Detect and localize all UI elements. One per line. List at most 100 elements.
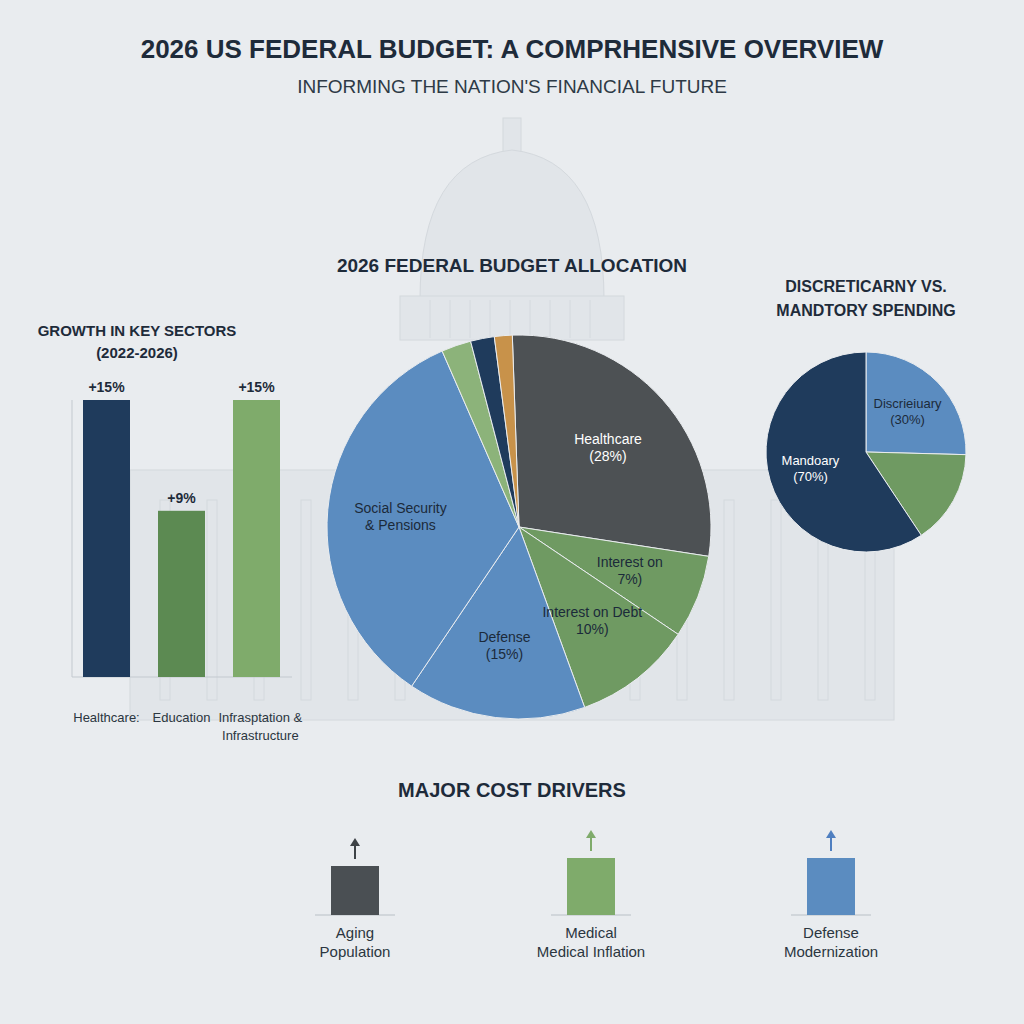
text-line: Mandoary: [782, 453, 840, 468]
page-title: 2026 US FEDERAL BUDGET: A COMPRHENSIVE O…: [141, 34, 884, 64]
text-line: Healthcare: [574, 431, 642, 447]
slices: [327, 335, 711, 719]
capitol-drum-column: [490, 300, 491, 338]
text-line: Healthcare:: [73, 710, 139, 725]
data-label: (28%): [589, 448, 626, 464]
slices: [766, 352, 966, 552]
capitol-drum: [400, 296, 624, 340]
slice-label: Interest on Debt: [542, 604, 642, 620]
capitol-drum-column: [470, 300, 471, 338]
driver-arrow: [830, 836, 832, 851]
pie-slice: [866, 352, 966, 455]
capitol-lantern: [503, 118, 521, 154]
driver-label: Defense Modernization: [784, 924, 878, 960]
data-label: +15%: [88, 379, 125, 395]
infographic: 2026 US FEDERAL BUDGET: A COMPRHENSIVE O…: [0, 0, 1024, 1024]
capitol-drum-column: [590, 300, 591, 338]
slice-label: Interest on: [597, 554, 663, 570]
text-line: (2022-2026): [96, 344, 178, 361]
text-line: Defense: [803, 924, 859, 941]
capitol-drum-column: [450, 300, 451, 338]
bar: [83, 400, 130, 677]
slice-label: Healthcare: [574, 431, 642, 447]
text-line: 10%): [576, 621, 609, 637]
capitol-column: [771, 500, 781, 700]
text-line: MANDTORY SPENDING: [776, 302, 955, 319]
text-line: 2026 FEDERAL BUDGET ALLOCATION: [337, 255, 687, 276]
section-title: MAJOR COST DRIVERS: [398, 779, 626, 801]
text-line: (28%): [589, 448, 626, 464]
y-axis-line: [72, 400, 73, 677]
capitol-column: [301, 500, 311, 700]
chart-title: 2026 FEDERAL BUDGET ALLOCATION: [337, 255, 687, 276]
text-line: Population: [320, 943, 391, 960]
page: 2026 US FEDERAL BUDGET: A COMPRHENSIVE O…: [0, 0, 1024, 1024]
driver-arrow: [354, 844, 356, 859]
data-label: +9%: [167, 490, 196, 506]
text-line: Defense: [478, 629, 530, 645]
text-line: Interest on: [597, 554, 663, 570]
text-line: Interest on Debt: [542, 604, 642, 620]
text-line: DISCRETICARNY VS.: [785, 278, 947, 295]
driver-label: Medical Medical Inflation: [537, 924, 645, 960]
driver-icon: [567, 858, 615, 915]
text-line: +15%: [238, 379, 275, 395]
text-line: +15%: [88, 379, 125, 395]
text-line: GROWTH IN KEY SECTORS: [38, 322, 237, 339]
text-line: Medical: [565, 924, 617, 941]
driver-icon: [807, 858, 855, 915]
bars: [83, 400, 280, 677]
text-line: Infrastructure: [222, 728, 299, 743]
data-label: (70%): [793, 469, 828, 484]
text-line: Infrasptation &: [218, 710, 302, 725]
bar: [158, 511, 205, 677]
chart-title: GROWTH IN KEY SECTORS (2022-2026): [38, 322, 237, 361]
capitol-drum-column: [530, 300, 531, 338]
x-tick-label: Education: [153, 710, 211, 725]
text-line: (30%): [890, 412, 925, 427]
driver-arrow-head: [586, 830, 596, 838]
text-line: (15%): [486, 646, 523, 662]
text-line: (70%): [793, 469, 828, 484]
pie-slice: [494, 335, 519, 527]
text-line: Discrieiuary: [874, 396, 942, 411]
text-line: +9%: [167, 490, 196, 506]
driver-arrow-head: [350, 838, 360, 846]
bar: [233, 400, 280, 677]
page-subtitle: INFORMING THE NATION'S FINANCIAL FUTURE: [297, 76, 727, 97]
capitol-column: [724, 500, 734, 700]
slice-label: Defense: [478, 629, 530, 645]
pie-slice: [512, 335, 711, 556]
x-tick-label: Healthcare:: [73, 710, 139, 725]
text-line: Modernization: [784, 943, 878, 960]
x-tick-label: Infrasptation & Infrastructure: [218, 710, 302, 743]
data-label: 7%): [617, 571, 642, 587]
data-label: 10%): [576, 621, 609, 637]
data-label: (30%): [890, 412, 925, 427]
driver-arrow-head: [826, 830, 836, 838]
capitol-drum-column: [570, 300, 571, 338]
pie-chart: DISCRETICARNY VS. MANDTORY SPENDING Discri…: [766, 278, 966, 552]
text-line: Social Security: [354, 500, 447, 516]
text-line: Medical Inflation: [537, 943, 645, 960]
chart-title: DISCRETICARNY VS. MANDTORY SPENDING: [776, 278, 955, 319]
driver-label: Aging Population: [320, 924, 391, 960]
slice-label: Mandoary: [782, 453, 840, 468]
capitol-drum-column: [430, 300, 431, 338]
driver-icon: [331, 866, 379, 915]
text-line: MAJOR COST DRIVERS: [398, 779, 626, 801]
capitol-column: [207, 500, 217, 700]
text-line: 7%): [617, 571, 642, 587]
slice-label: Discrieiuary: [874, 396, 942, 411]
text-line: 2026 US FEDERAL BUDGET: A COMPRHENSIVE O…: [141, 34, 884, 64]
pie-chart: 2026 FEDERAL BUDGET ALLOCATION Healthcare…: [327, 255, 711, 719]
bar-chart: GROWTH IN KEY SECTORS (2022-2026) +15% +9% +…: [38, 322, 303, 743]
slice-label: Social Security& Pensions: [354, 500, 447, 533]
cost-drivers: MAJOR COST DRIVERS Aging Population Medical…: [315, 779, 878, 960]
text-line: & Pensions: [365, 517, 436, 533]
driver-arrow: [590, 836, 592, 851]
text-line: Aging: [336, 924, 374, 941]
capitol-drum-column: [510, 300, 511, 338]
capitol-dome: [420, 150, 604, 300]
pie-slice: [766, 352, 921, 552]
